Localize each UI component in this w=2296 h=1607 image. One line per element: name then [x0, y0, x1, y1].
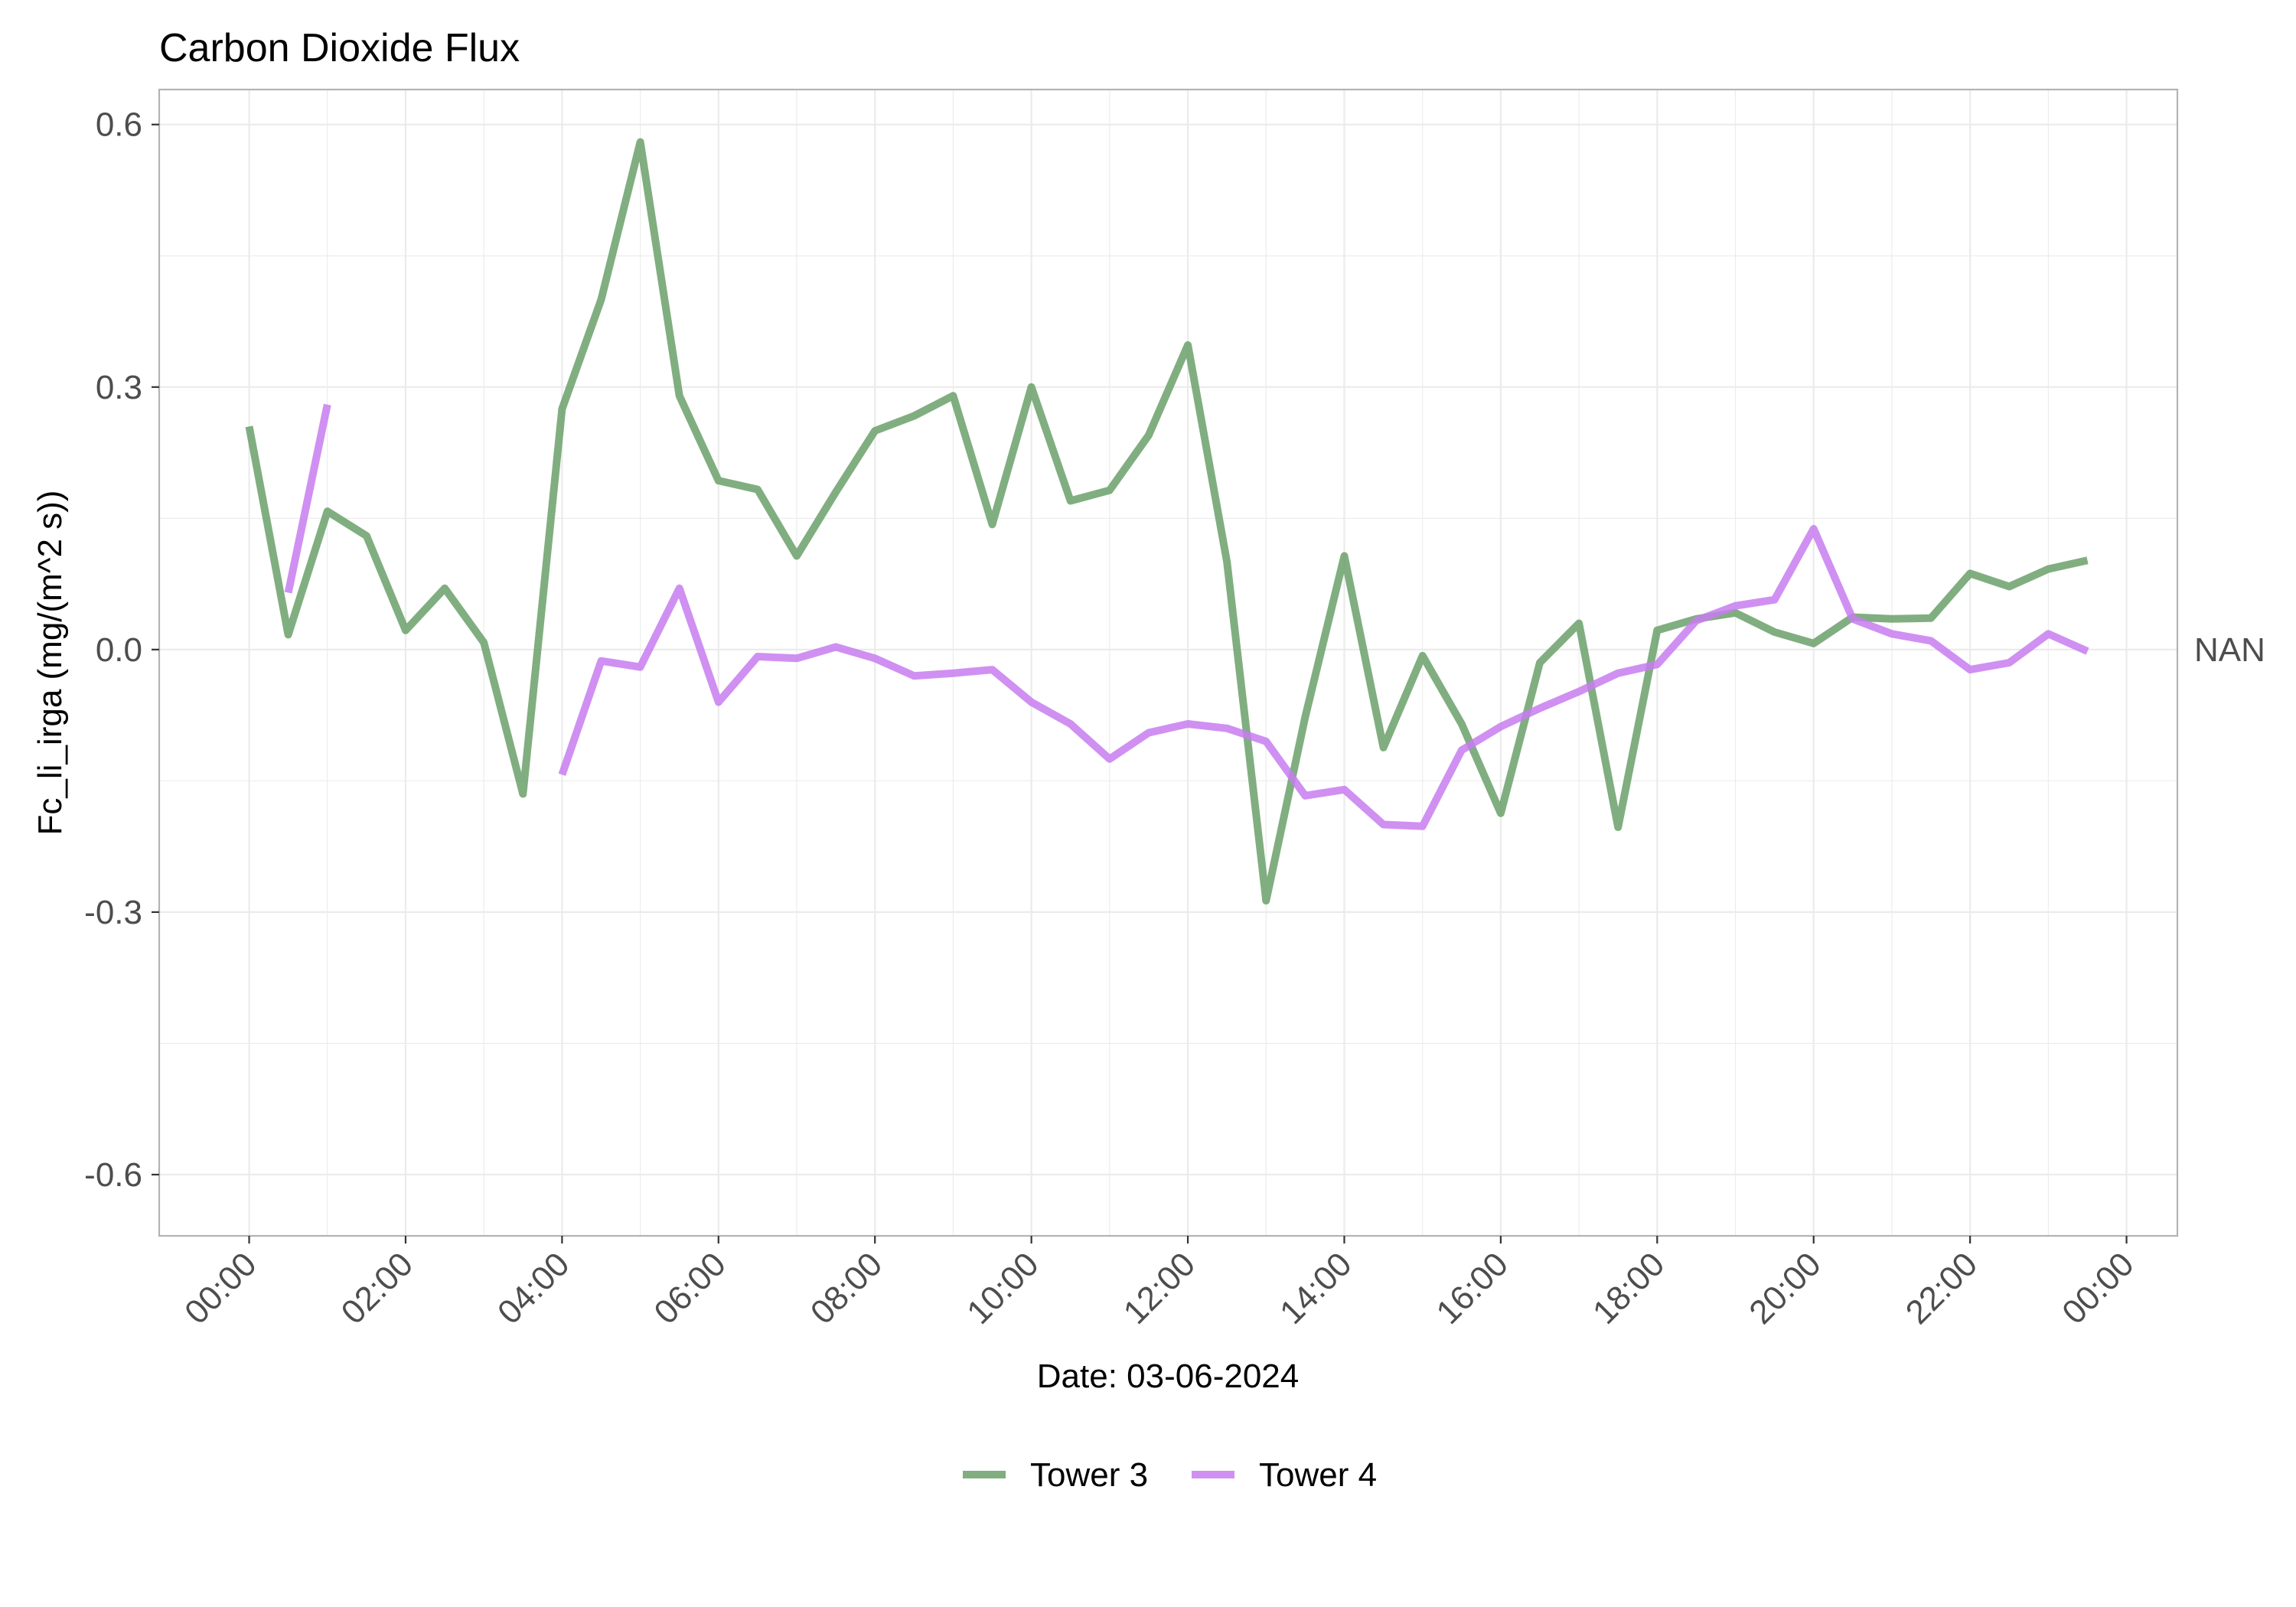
y-tick-label: -0.3: [84, 894, 142, 931]
y-tick-label: 0.3: [96, 369, 142, 406]
legend-label: Tower 3: [1030, 1456, 1148, 1494]
x-tick-label: 08:00: [804, 1245, 890, 1332]
right-annotation: NAN: [2194, 631, 2265, 669]
plot-border: [158, 88, 2179, 1237]
x-axis: 00:00 02:00 04:00 06:00 08:00 10:00 12:00 14:00…: [178, 1236, 2141, 1332]
x-tick-label: 20:00: [1742, 1245, 1828, 1332]
x-tick-label: 10:00: [960, 1245, 1046, 1332]
chart-title: Carbon Dioxide Flux: [159, 26, 520, 70]
y-tick-label: 0.0: [96, 631, 142, 669]
nan-label: NAN: [2194, 631, 2265, 669]
x-tick-label: 04:00: [491, 1245, 577, 1332]
series-lines: [245, 138, 2089, 905]
x-tick-label: 22:00: [1899, 1245, 1985, 1332]
y-axis-title: Fc_li_irga (mg/(m^2 s)): [31, 491, 69, 836]
y-axis: 0.6 0.3 0.0 -0.3 -0.6: [84, 106, 159, 1194]
series-line-tower-3: [245, 138, 2089, 905]
y-tick-label: 0.6: [96, 106, 142, 144]
x-tick-label: 00:00: [178, 1245, 264, 1332]
y-tick-label: -0.6: [84, 1156, 142, 1194]
series-line-tower-4: [558, 525, 2089, 830]
x-tick-label: 14:00: [1273, 1245, 1359, 1332]
x-tick-label: 00:00: [2055, 1245, 2141, 1332]
series-line-tower-4: [284, 403, 331, 594]
x-axis-title: Date: 03-06-2024: [1037, 1358, 1299, 1395]
x-tick-label: 18:00: [1586, 1245, 1672, 1332]
x-tick-label: 02:00: [334, 1245, 421, 1332]
x-tick-label: 12:00: [1117, 1245, 1203, 1332]
grid: [159, 90, 2177, 1236]
x-tick-label: 16:00: [1429, 1245, 1515, 1332]
legend: Tower 3 Tower 4: [963, 1456, 1377, 1494]
x-tick-label: 06:00: [647, 1245, 733, 1332]
legend-label: Tower 4: [1259, 1456, 1377, 1494]
